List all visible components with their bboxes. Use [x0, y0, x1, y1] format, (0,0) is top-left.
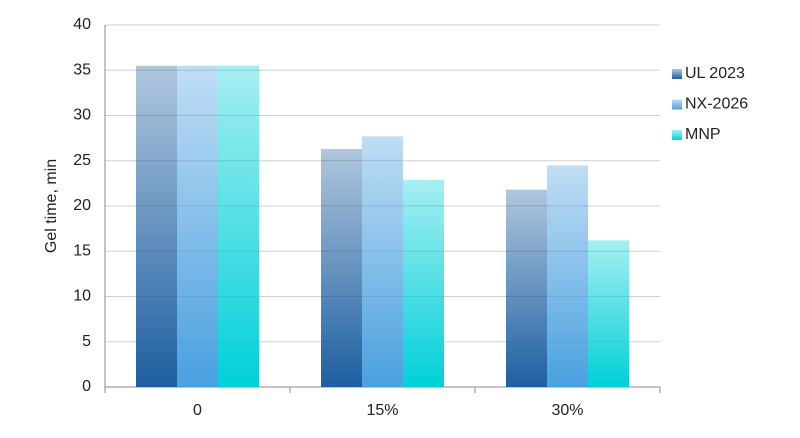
- bar: [506, 189, 547, 387]
- bar: [218, 65, 259, 387]
- x-tick-label: 0: [193, 402, 202, 419]
- legend-swatch: [672, 99, 682, 110]
- x-tick-label: 15%: [366, 402, 398, 419]
- y-tick-label: 25: [73, 152, 91, 169]
- bar: [321, 148, 362, 387]
- y-tick-label: 10: [73, 288, 91, 305]
- y-tick-label: 35: [73, 61, 91, 78]
- bar: [588, 240, 629, 387]
- y-tick-label: 15: [73, 242, 91, 259]
- bar: [547, 165, 588, 387]
- legend-swatch: [672, 130, 682, 140]
- bar: [362, 136, 403, 387]
- bar: [136, 65, 177, 387]
- y-tick-label: 40: [73, 16, 91, 33]
- bar: [403, 179, 444, 387]
- y-axis-label: Gel time, min: [43, 159, 60, 253]
- legend-label: UL 2023: [685, 65, 745, 82]
- y-tick-label: 5: [82, 333, 91, 350]
- legend-label: MNP: [685, 126, 721, 143]
- y-tick-label: 20: [73, 197, 91, 214]
- bar: [177, 65, 218, 387]
- legend-swatch: [672, 69, 682, 79]
- y-tick-label: 0: [82, 378, 91, 395]
- legend-label: NX-2026: [685, 96, 748, 113]
- y-tick-label: 30: [73, 107, 91, 124]
- x-tick-label: 30%: [551, 402, 583, 419]
